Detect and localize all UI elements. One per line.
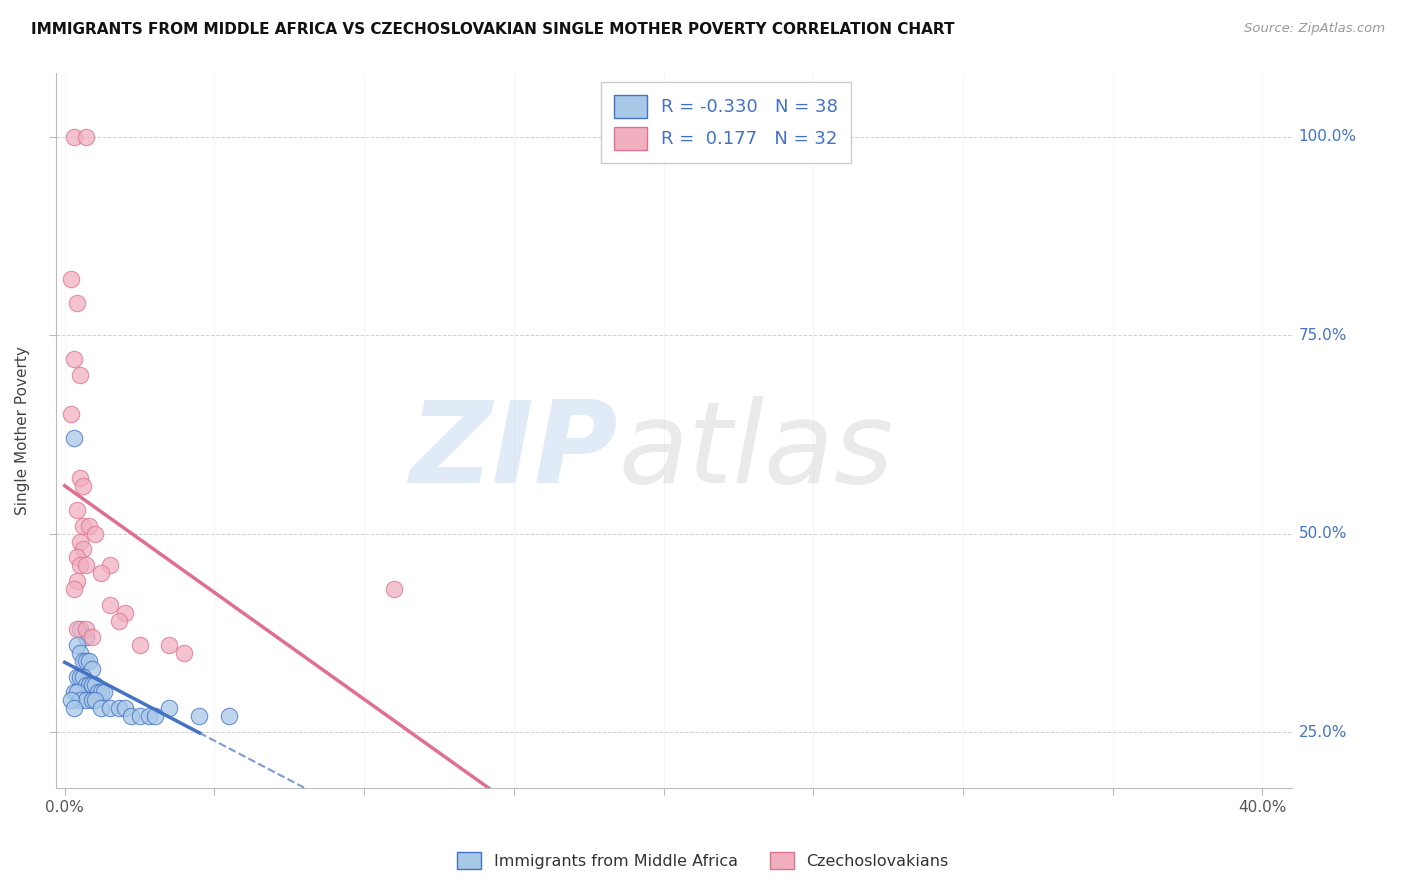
Legend: Immigrants from Middle Africa, Czechoslovakians: Immigrants from Middle Africa, Czechoslo…: [451, 846, 955, 875]
Point: [72, 654, 94, 668]
Point: [62, 351, 84, 366]
Point: [80, 677, 103, 691]
Point: [107, 701, 129, 715]
Text: 75.0%: 75.0%: [1299, 327, 1347, 343]
Point: [80, 662, 103, 676]
Point: [75, 677, 97, 691]
Point: [159, 701, 181, 715]
Point: [66, 638, 89, 652]
Point: [143, 709, 166, 723]
Point: [69, 558, 91, 573]
Point: [218, 709, 240, 723]
Point: [77, 677, 100, 691]
Point: [72, 669, 94, 683]
Point: [69, 693, 91, 707]
Point: [62, 582, 84, 597]
Point: [90, 566, 112, 581]
Point: [114, 606, 136, 620]
Point: [93, 685, 115, 699]
Point: [75, 558, 97, 573]
Point: [107, 614, 129, 628]
Point: [77, 518, 100, 533]
Point: [114, 701, 136, 715]
Point: [382, 582, 405, 597]
Point: [128, 638, 150, 652]
Point: [62, 685, 84, 699]
Point: [66, 669, 89, 683]
Text: 100.0%: 100.0%: [1299, 129, 1357, 144]
Point: [75, 654, 97, 668]
Point: [83, 693, 105, 707]
Point: [66, 622, 89, 636]
Point: [128, 709, 150, 723]
Point: [62, 701, 84, 715]
Y-axis label: Single Mother Poverty: Single Mother Poverty: [15, 346, 30, 515]
Point: [83, 677, 105, 691]
Point: [66, 685, 89, 699]
Point: [66, 550, 89, 565]
Point: [69, 368, 91, 382]
Text: IMMIGRANTS FROM MIDDLE AFRICA VS CZECHOSLOVAKIAN SINGLE MOTHER POVERTY CORRELATI: IMMIGRANTS FROM MIDDLE AFRICA VS CZECHOS…: [31, 22, 955, 37]
Point: [159, 638, 181, 652]
Point: [72, 542, 94, 557]
Point: [188, 709, 211, 723]
Legend: R = -0.330   N = 38, R =  0.177   N = 32: R = -0.330 N = 38, R = 0.177 N = 32: [602, 82, 851, 162]
Point: [62, 431, 84, 445]
Point: [69, 534, 91, 549]
Text: 25.0%: 25.0%: [1299, 724, 1347, 739]
Point: [59, 272, 82, 286]
Point: [83, 526, 105, 541]
Point: [86, 685, 108, 699]
Point: [66, 503, 89, 517]
Point: [72, 479, 94, 493]
Point: [75, 129, 97, 144]
Point: [75, 630, 97, 644]
Point: [59, 408, 82, 422]
Point: [138, 709, 160, 723]
Text: 50.0%: 50.0%: [1299, 526, 1347, 541]
Point: [120, 709, 142, 723]
Point: [62, 129, 84, 144]
Point: [80, 630, 103, 644]
Point: [66, 574, 89, 589]
Point: [69, 646, 91, 660]
Text: Source: ZipAtlas.com: Source: ZipAtlas.com: [1244, 22, 1385, 36]
Point: [173, 646, 195, 660]
Point: [98, 598, 121, 612]
Point: [59, 693, 82, 707]
Point: [69, 622, 91, 636]
Point: [75, 622, 97, 636]
Point: [69, 669, 91, 683]
Point: [90, 701, 112, 715]
Point: [77, 654, 100, 668]
Point: [72, 518, 94, 533]
Point: [98, 701, 121, 715]
Point: [66, 296, 89, 310]
Point: [80, 693, 103, 707]
Text: atlas: atlas: [619, 396, 894, 508]
Point: [98, 558, 121, 573]
Text: ZIP: ZIP: [411, 396, 619, 508]
Point: [69, 471, 91, 485]
Point: [75, 693, 97, 707]
Point: [90, 685, 112, 699]
